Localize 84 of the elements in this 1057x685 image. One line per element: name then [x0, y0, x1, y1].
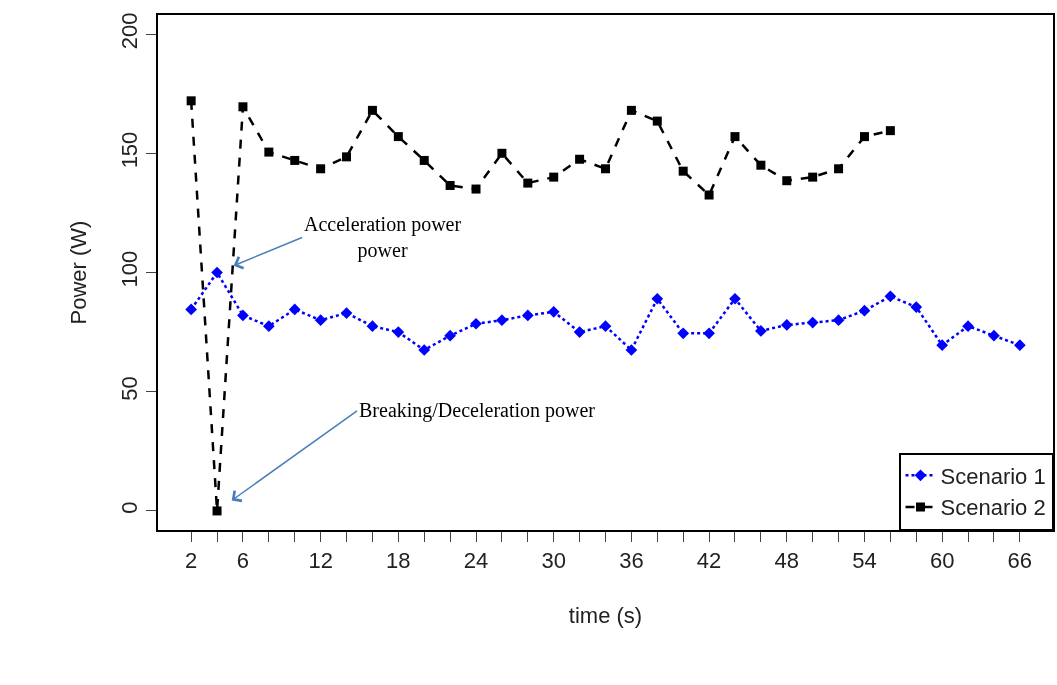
x-tick-label: 54 — [852, 548, 877, 574]
point — [651, 292, 664, 305]
point — [237, 309, 249, 322]
point — [730, 132, 740, 142]
y-tick-label: 50 — [117, 376, 143, 401]
point — [652, 116, 662, 126]
x-tick-label: 18 — [386, 548, 411, 574]
y-tick-label: 100 — [117, 250, 143, 288]
point — [756, 160, 766, 170]
point — [782, 176, 792, 186]
point — [703, 327, 715, 340]
point — [185, 303, 197, 316]
point — [626, 105, 636, 115]
point — [780, 319, 793, 331]
point — [521, 309, 534, 322]
point — [549, 172, 559, 182]
point — [704, 190, 714, 200]
legend-label: Scenario 1 — [940, 463, 1046, 489]
x-tick-label: 36 — [619, 548, 644, 574]
x-tick-label: 2 — [185, 548, 198, 574]
point — [962, 320, 974, 332]
point — [625, 344, 638, 356]
y-tick-label: 0 — [117, 501, 143, 514]
x-tick-label: 66 — [1007, 548, 1033, 574]
point — [497, 148, 507, 158]
x-tick-label: 6 — [236, 548, 250, 574]
point — [212, 506, 222, 516]
x-tick-label: 30 — [541, 548, 566, 574]
point — [316, 164, 326, 174]
point — [264, 147, 274, 157]
point — [523, 178, 533, 188]
point — [834, 164, 844, 174]
point — [262, 320, 275, 332]
point — [547, 305, 560, 318]
point — [806, 316, 819, 329]
point — [858, 304, 871, 317]
point — [288, 303, 301, 316]
point — [186, 96, 196, 106]
point — [936, 339, 949, 352]
point — [393, 132, 403, 142]
point — [988, 329, 1000, 342]
point — [884, 290, 897, 303]
point — [238, 102, 248, 112]
legend-label: Scenario 2 — [940, 495, 1046, 521]
point — [755, 325, 767, 337]
point — [729, 292, 741, 305]
point — [859, 132, 869, 142]
point — [211, 266, 223, 279]
point — [419, 155, 429, 165]
point — [342, 152, 352, 162]
point — [290, 155, 300, 165]
point — [340, 307, 353, 319]
point — [392, 326, 405, 338]
point — [471, 184, 481, 194]
point — [832, 314, 845, 327]
x-tick-label: 60 — [929, 548, 955, 574]
y-tick-label: 200 — [117, 12, 143, 50]
point — [367, 105, 377, 115]
point — [444, 329, 456, 342]
x-tick-label: 24 — [463, 548, 489, 574]
point — [601, 164, 610, 174]
point — [575, 154, 585, 164]
x-tick-label: 12 — [308, 548, 333, 574]
point — [910, 301, 923, 313]
point — [678, 166, 688, 176]
y-axis-title: Power (W) — [65, 220, 91, 325]
x-tick-label: 48 — [774, 548, 800, 574]
point — [445, 180, 455, 190]
point — [418, 344, 431, 356]
x-axis-title: time (s) — [568, 602, 643, 628]
point — [314, 314, 327, 327]
point — [808, 172, 818, 182]
annotation: Acceleration power power — [304, 213, 462, 262]
point — [496, 314, 508, 327]
point — [366, 320, 379, 332]
point — [573, 326, 586, 338]
point — [1014, 339, 1026, 352]
point — [470, 317, 482, 330]
point — [885, 126, 895, 136]
x-tick-label: 42 — [696, 548, 722, 574]
point — [599, 320, 612, 332]
y-tick-label: 150 — [117, 131, 143, 169]
point — [677, 327, 690, 340]
annotation: Breaking/Deceleration power — [359, 399, 596, 422]
